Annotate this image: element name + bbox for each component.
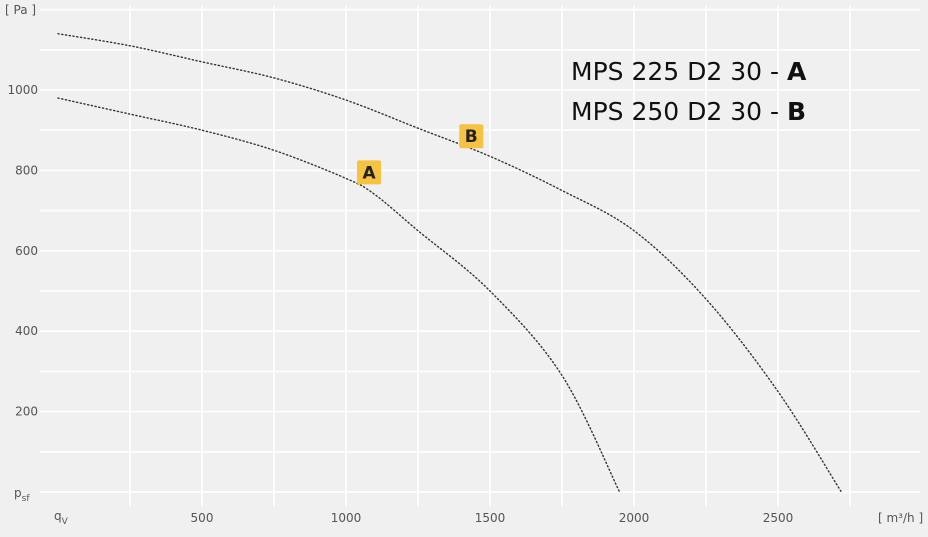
legend-entry-a-letter: A [787,57,807,86]
legend-entry-a-text: MPS 225 D2 30 - [571,57,787,86]
x-tick-label: 500 [191,511,214,525]
x-tick-label: 1000 [331,511,362,525]
x-tick-label: 2000 [619,511,650,525]
y-tick-label: 800 [15,163,38,177]
grid-lines [40,6,920,506]
tick-labels: 200 400 600 800 1000 500 1000 1500 2000 2500 [7,83,793,525]
legend: MPS 225 D2 30 - A MPS 250 D2 30 - B [571,57,807,126]
legend-entry-b: MPS 250 D2 30 - B [571,97,806,126]
badge-b-label: B [465,127,478,147]
y-tick-label: 400 [15,324,38,338]
y-axis-symbol-sub: sf [22,494,31,504]
y-unit-label: [ Pa ] [5,3,36,17]
x-unit-label: [ m³/h ] [878,511,923,525]
annotation-badges: AB [357,124,484,185]
badge-a: A [357,160,382,185]
badge-a-label: A [362,163,376,183]
y-axis-symbol-main: p [14,486,22,500]
y-tick-label: 200 [15,405,38,419]
x-tick-label: 2500 [763,511,794,525]
x-tick-label: 1500 [475,511,506,525]
badge-a-box [357,160,382,185]
series-line-a [57,97,621,493]
series-line-b [57,33,843,493]
x-axis-symbol-main: q [54,509,62,523]
y-axis-symbol: psf [14,486,30,504]
x-axis-symbol-sub: V [62,517,69,527]
y-tick-label: 1000 [7,83,38,97]
legend-entry-b-letter: B [787,97,806,126]
y-tick-label: 600 [15,244,38,258]
legend-entry-a: MPS 225 D2 30 - A [571,57,807,86]
badge-b: B [459,124,484,149]
badge-b-box [459,124,484,149]
legend-entry-b-text: MPS 250 D2 30 - [571,97,787,126]
series-layer [57,33,843,493]
x-axis-symbol: qV [54,509,69,527]
